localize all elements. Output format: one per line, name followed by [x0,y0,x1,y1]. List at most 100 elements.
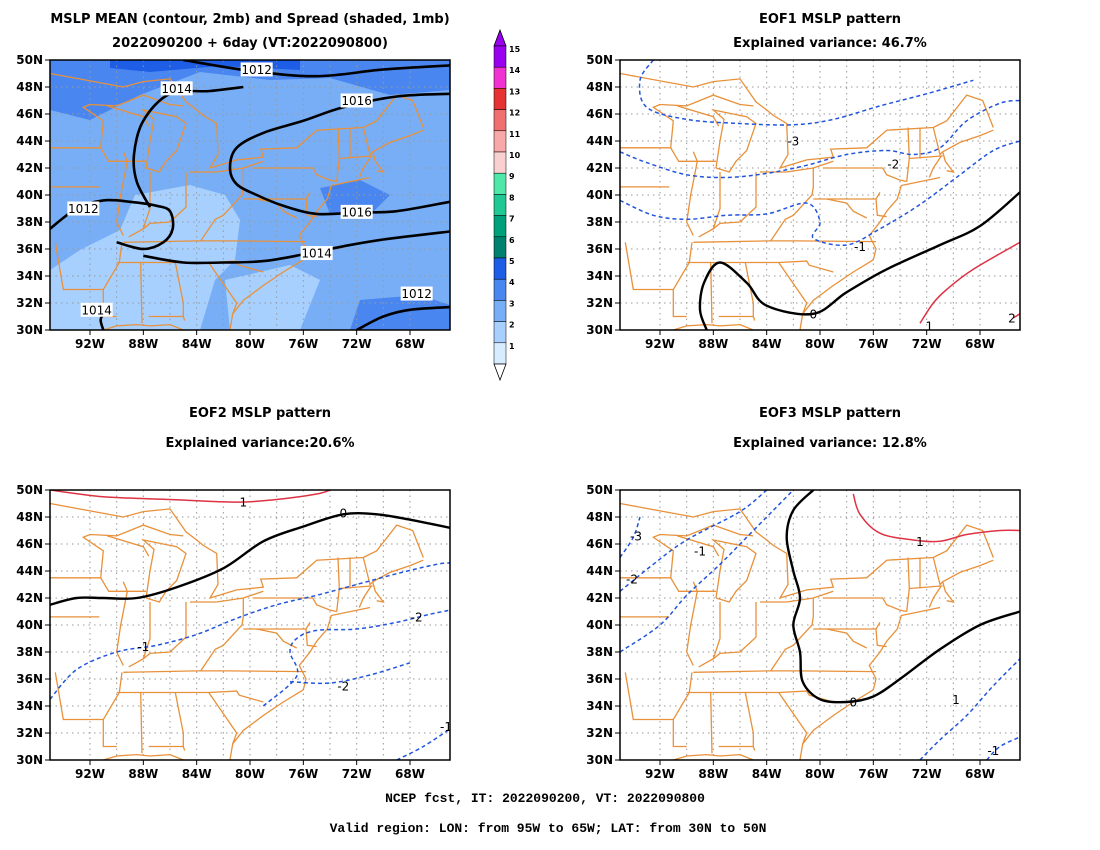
contour-label: 1 [240,496,248,510]
contour-label: 0 [850,695,858,709]
state-boundary [620,147,716,162]
spread-colorbar: 15 14 13 12 11 10 9 8 7 6 5 4 3 2 1 [493,28,521,382]
contour-line [620,490,768,592]
colorbar-segment [493,194,507,216]
state-boundary [116,581,128,666]
contour-label-box [80,302,113,317]
lon-tick-label: 88W [128,767,158,781]
contour-line [620,99,1020,179]
contour-label: -2 [626,573,638,587]
lon-tick-label: 92W [75,767,105,781]
state-boundary [822,167,907,183]
colorbar-segment [493,172,507,195]
lat-tick-label: 46N [16,537,43,551]
lat-tick-label: 30N [586,753,613,767]
colorbar-segment [493,45,507,68]
contour-label: -1 [987,744,999,758]
contours-panel-0: 1012 1012 1014 1014 1014 1016 1016 1012 [50,60,450,330]
contour-line [50,562,450,700]
contour-label-box [160,81,193,96]
state-boundary [710,692,713,754]
state-boundary [620,72,994,170]
state-boundary [362,557,374,586]
lat-tick-label: 34N [586,699,613,713]
state-boundary [54,242,104,291]
contour-line [620,516,641,558]
lon-tick-label: 76W [288,767,318,781]
state-boundary [358,155,372,178]
state-boundary [128,602,187,668]
lon-tick-label: 84W [182,337,212,351]
eof3-title-line2: Explained variance: 12.8% [733,436,927,451]
state-boundary [140,692,143,754]
state-boundary [256,198,297,219]
lat-tick-label: 48N [16,510,43,524]
state-boundary [710,172,721,231]
map-frame [619,59,1021,331]
state-boundary [336,557,340,612]
lat-tick-label: 34N [586,269,613,283]
colorbar-segment [493,66,507,89]
lat-tick-label: 48N [586,80,613,94]
lon-tick-label: 68W [395,767,425,781]
lat-tick-label: 42N [16,591,43,605]
lat-tick-label: 32N [586,726,613,740]
footer-valid-region: Valid region: LON: from 95W to 65W; LAT:… [330,821,767,836]
lat-tick-label: 36N [16,672,43,686]
state-boundary [799,176,941,330]
state-boundary [686,260,834,273]
panel-eof2-title: EOF2 MSLP pattern Explained variance:20.… [165,406,354,451]
colorbar-label: 10 [509,151,521,160]
lat-tick-label: 42N [586,161,613,175]
panel-eof1-title: EOF1 MSLP pattern Explained variance: 46… [733,12,927,51]
contour-label-box [340,204,373,219]
state-boundary [208,262,238,315]
eof2-title-line1: EOF2 MSLP pattern [189,406,331,421]
lon-tick-label: 88W [698,337,728,351]
contour-line [143,230,450,265]
state-boundary [778,262,808,315]
contour-label: -1 [137,640,149,654]
contour-line [183,60,450,78]
panel-mean-title: MSLP MEAN (contour, 2mb) and Spread (sha… [50,12,449,51]
state-boundary [875,198,887,218]
lon-tick-label: 92W [645,767,675,781]
state-boundary [252,167,337,183]
lat-tick-label: 48N [16,80,43,94]
state-boundary [744,692,756,751]
contour-label: -1 [440,720,452,734]
map-panel-1 [620,60,1020,330]
state-boundary [358,585,372,608]
state-boundary [305,198,317,218]
state-boundary [711,108,757,173]
state-boundary [799,606,941,760]
contour-label-box [240,62,273,77]
state-boundary [128,172,187,238]
state-boundary [698,602,757,668]
contour-line [698,191,1020,330]
panel-eof3-title: EOF3 MSLP pattern Explained variance: 12… [733,406,927,451]
map-panel-0 [50,60,450,330]
lon-tick-label: 76W [858,337,888,351]
lat-tick-label: 38N [16,645,43,659]
lat-tick-label: 32N [16,296,43,310]
lat-tick-label: 48N [586,510,613,524]
lon-tick-label: 76W [858,767,888,781]
contour-label: -3 [630,529,642,543]
state-boundary [103,323,184,330]
state-boundary [786,160,834,173]
state-boundary [123,240,307,243]
state-boundary [677,105,720,127]
state-boundary [826,198,867,219]
lon-tick-label: 72W [912,337,942,351]
state-boundary [744,262,756,321]
contour-label: 1 [916,535,924,549]
contour-line [396,728,450,760]
lat-tick-label: 38N [586,645,613,659]
colorbar-label: 7 [509,215,515,224]
contour-label: 1012 [401,287,432,301]
contour-line [620,140,1020,247]
lat-tick-label: 44N [586,564,613,578]
state-boundary [686,581,698,666]
lon-tick-label: 72W [342,337,372,351]
